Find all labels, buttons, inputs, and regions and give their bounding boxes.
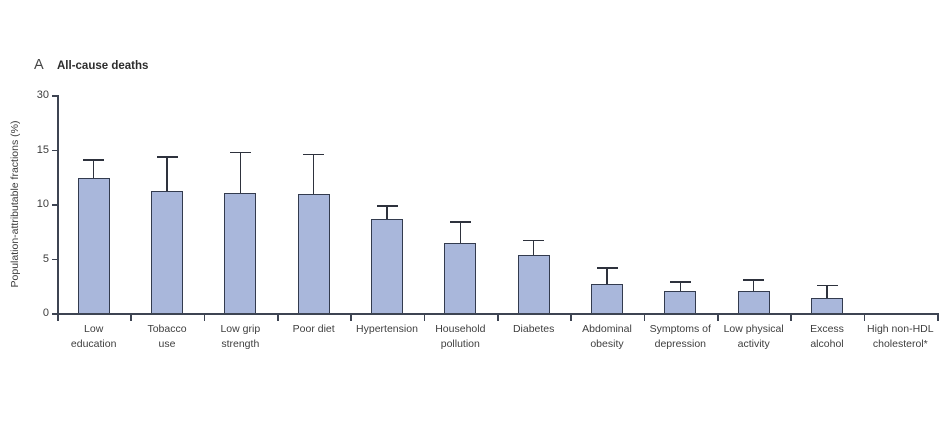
bar-abdominal-obesity bbox=[591, 283, 623, 313]
y-axis-tick bbox=[52, 149, 57, 151]
error-bar-stem bbox=[459, 221, 462, 244]
x-category-label-line: alcohol bbox=[810, 338, 844, 350]
x-category-label-line: Hypertension bbox=[356, 323, 418, 335]
x-category-label: Low physical activity bbox=[717, 322, 790, 352]
bar-household-pollution bbox=[444, 243, 477, 313]
x-category-label: Abdominal obesity bbox=[570, 322, 643, 352]
x-axis-tick bbox=[497, 314, 499, 321]
x-axis-tick bbox=[350, 314, 352, 321]
bar-low-physical-activity bbox=[737, 291, 770, 313]
y-tick-label: 30 bbox=[36, 89, 49, 101]
x-axis-tick bbox=[203, 314, 206, 321]
x-axis-tick bbox=[570, 314, 572, 321]
x-category-label-line: Low physical bbox=[723, 323, 784, 335]
error-bar-cap bbox=[156, 156, 178, 158]
panel-title: All-cause deaths bbox=[57, 60, 149, 72]
x-category-label-line: strength bbox=[221, 338, 260, 350]
x-category-label: Hypertension bbox=[350, 322, 423, 337]
error-bar-stem bbox=[386, 205, 388, 220]
error-bar-stem bbox=[239, 151, 242, 194]
bar-symptoms-of-depression bbox=[664, 291, 697, 313]
x-category-label: High non-HDL cholesterol* bbox=[864, 322, 937, 352]
error-bar-cap bbox=[596, 267, 618, 269]
x-axis-tick bbox=[790, 314, 792, 321]
x-category-label: Symptoms of depression bbox=[644, 322, 717, 352]
error-bar-stem bbox=[166, 156, 168, 191]
x-axis-tick bbox=[130, 314, 132, 321]
y-axis-line bbox=[57, 95, 59, 315]
error-bar-stem bbox=[752, 279, 755, 292]
x-category-label: Diabetes bbox=[497, 322, 570, 337]
error-bar-cap bbox=[669, 281, 691, 283]
x-category-label-line: Tobacco bbox=[147, 323, 187, 335]
x-axis-tick bbox=[277, 314, 279, 321]
x-axis-tick bbox=[423, 314, 426, 321]
error-bar-stem bbox=[312, 153, 315, 195]
error-bar-stem bbox=[679, 281, 682, 292]
x-category-label-line: Poor diet bbox=[292, 323, 335, 335]
x-category-label-line: Household bbox=[435, 323, 486, 335]
x-category-label: Household pollution bbox=[424, 322, 497, 352]
x-category-label-line: cholesterol* bbox=[872, 338, 928, 350]
bar-low-grip-strength bbox=[224, 193, 257, 313]
y-axis-tick bbox=[52, 313, 57, 315]
error-bar-cap bbox=[449, 221, 471, 223]
x-axis-line bbox=[57, 313, 939, 315]
bar-diabetes bbox=[517, 255, 550, 313]
y-axis-tick bbox=[52, 95, 57, 97]
y-axis-tick bbox=[52, 258, 57, 260]
x-category-label: Excess alcohol bbox=[790, 322, 863, 352]
error-bar-cap bbox=[303, 153, 325, 156]
x-axis-tick bbox=[937, 314, 939, 321]
x-category-label: Low education bbox=[57, 322, 130, 352]
x-category-label-line: Abdominal bbox=[582, 323, 632, 335]
x-category-label-line: Symptoms of bbox=[649, 323, 711, 335]
error-bar-stem bbox=[92, 159, 95, 178]
x-category-label-line: Low bbox=[84, 323, 104, 335]
y-tick-label: 15 bbox=[36, 143, 49, 156]
x-category-label-line: use bbox=[158, 338, 176, 350]
error-bar-cap bbox=[523, 239, 545, 242]
x-axis-tick bbox=[863, 314, 866, 321]
bar-hypertension bbox=[371, 219, 403, 313]
error-bar-cap bbox=[816, 284, 838, 287]
x-category-label-line: Excess bbox=[810, 323, 844, 335]
x-category-label-line: Diabetes bbox=[512, 323, 555, 335]
y-tick-label: 10 bbox=[36, 198, 49, 210]
error-bar-cap bbox=[83, 159, 105, 161]
bar-excess-alcohol bbox=[811, 297, 843, 313]
x-category-label-line: Low grip bbox=[220, 323, 261, 335]
error-bar-stem bbox=[826, 284, 828, 298]
error-bar-cap bbox=[743, 279, 765, 281]
y-axis-tick bbox=[52, 204, 57, 206]
x-category-label-line: obesity bbox=[590, 338, 624, 350]
y-tick-label: 5 bbox=[42, 252, 49, 265]
x-category-label-line: High non-HDL bbox=[867, 323, 934, 335]
x-axis-tick bbox=[643, 314, 646, 321]
x-category-label-line: pollution bbox=[440, 338, 480, 350]
x-axis-tick bbox=[57, 314, 59, 321]
y-tick-label: 0 bbox=[42, 307, 49, 319]
bar-tobacco-use bbox=[151, 190, 183, 313]
x-category-label: Poor diet bbox=[277, 322, 350, 337]
x-category-label-line: education bbox=[70, 338, 117, 350]
error-bar-stem bbox=[532, 239, 535, 256]
error-bar-cap bbox=[376, 205, 398, 207]
x-category-label: Tobacco use bbox=[130, 322, 203, 352]
panel-letter: A bbox=[34, 57, 45, 73]
x-axis-tick bbox=[717, 314, 719, 321]
bar-poor-diet bbox=[297, 194, 330, 313]
x-category-label-line: activity bbox=[737, 338, 770, 350]
error-bar-cap bbox=[229, 151, 251, 154]
y-axis-label: Population-attributable fractions (%) bbox=[9, 120, 21, 288]
error-bar-stem bbox=[606, 267, 608, 284]
bar-low-education bbox=[77, 177, 110, 313]
x-category-label: Low grip strength bbox=[204, 322, 277, 352]
x-category-label-line: depression bbox=[654, 338, 706, 350]
